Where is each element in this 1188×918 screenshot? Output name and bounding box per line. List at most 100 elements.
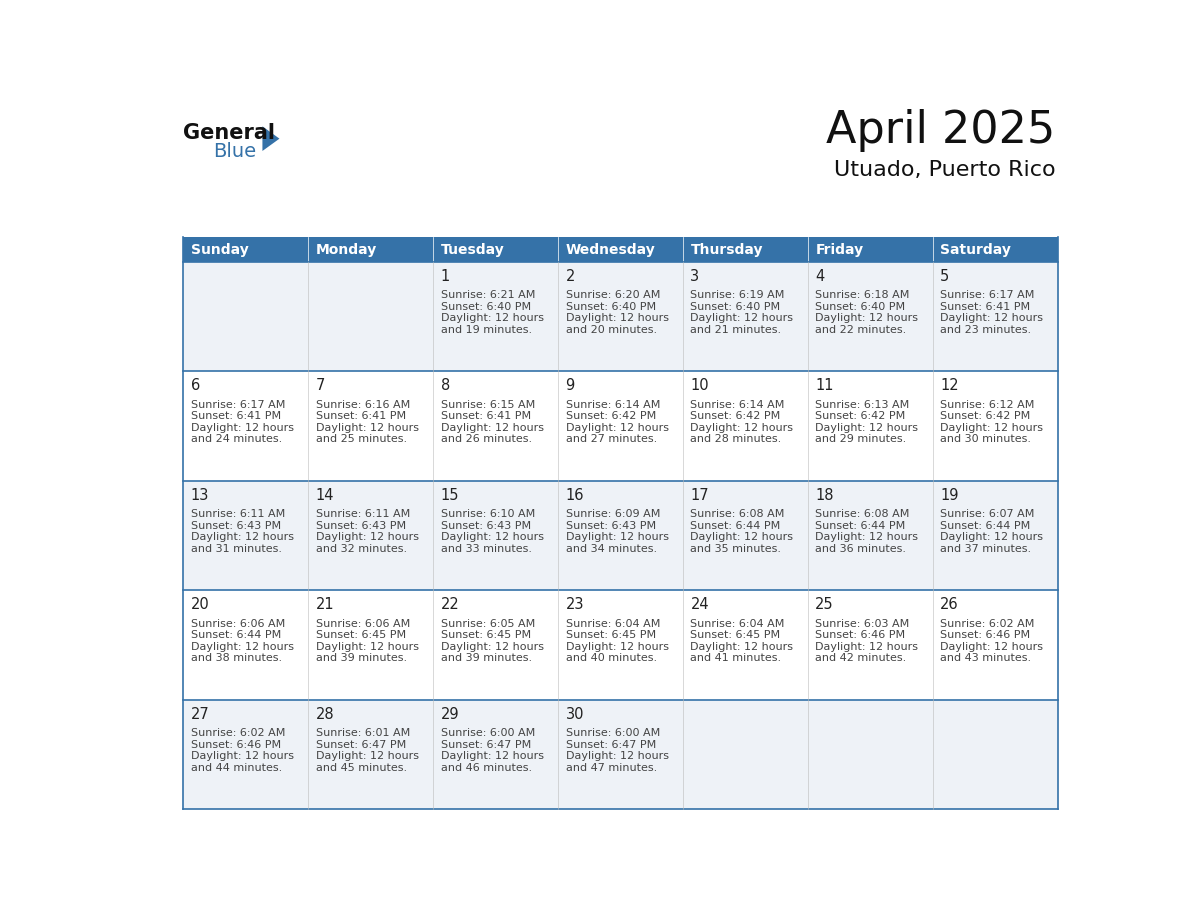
Text: Sunrise: 6:17 AM: Sunrise: 6:17 AM [191, 400, 285, 409]
Text: and 47 minutes.: and 47 minutes. [565, 763, 657, 773]
Bar [558, 237, 683, 262]
Text: 27: 27 [191, 707, 209, 722]
Text: 6: 6 [191, 378, 200, 393]
Text: and 43 minutes.: and 43 minutes. [940, 653, 1031, 663]
Bar [683, 700, 808, 810]
Text: Sunset: 6:47 PM: Sunset: 6:47 PM [565, 740, 656, 750]
Bar [183, 262, 308, 372]
Text: Sunrise: 6:15 AM: Sunrise: 6:15 AM [441, 400, 535, 409]
Bar [558, 700, 683, 810]
Text: and 42 minutes.: and 42 minutes. [815, 653, 906, 663]
Bar [308, 481, 434, 590]
Bar [434, 590, 558, 700]
Text: Sunset: 6:45 PM: Sunset: 6:45 PM [690, 631, 781, 640]
Text: Daylight: 12 hours: Daylight: 12 hours [690, 642, 794, 652]
Text: and 35 minutes.: and 35 minutes. [690, 543, 782, 554]
Text: Sunrise: 6:08 AM: Sunrise: 6:08 AM [690, 509, 785, 520]
Text: Sunset: 6:46 PM: Sunset: 6:46 PM [940, 631, 1030, 640]
Bar [808, 590, 933, 700]
Text: Daylight: 12 hours: Daylight: 12 hours [940, 422, 1043, 432]
Bar [558, 372, 683, 481]
Bar [933, 700, 1057, 810]
Text: 16: 16 [565, 487, 584, 503]
Bar [683, 481, 808, 590]
Text: and 39 minutes.: and 39 minutes. [316, 653, 406, 663]
Text: Sunrise: 6:05 AM: Sunrise: 6:05 AM [441, 619, 535, 629]
Text: 9: 9 [565, 378, 575, 393]
Text: Daylight: 12 hours: Daylight: 12 hours [940, 532, 1043, 543]
Text: Sunrise: 6:03 AM: Sunrise: 6:03 AM [815, 619, 910, 629]
Text: Daylight: 12 hours: Daylight: 12 hours [690, 313, 794, 323]
Text: Sunrise: 6:13 AM: Sunrise: 6:13 AM [815, 400, 910, 409]
Bar [434, 481, 558, 590]
Text: and 39 minutes.: and 39 minutes. [441, 653, 532, 663]
Text: and 24 minutes.: and 24 minutes. [191, 434, 282, 444]
Bar [933, 590, 1057, 700]
Text: Daylight: 12 hours: Daylight: 12 hours [690, 532, 794, 543]
Text: Sunrise: 6:14 AM: Sunrise: 6:14 AM [565, 400, 659, 409]
Text: 3: 3 [690, 269, 700, 284]
Text: Sunset: 6:45 PM: Sunset: 6:45 PM [565, 631, 656, 640]
Text: Sunset: 6:41 PM: Sunset: 6:41 PM [316, 411, 406, 421]
Text: Monday: Monday [316, 242, 377, 256]
Text: 5: 5 [940, 269, 949, 284]
Bar [434, 237, 558, 262]
Text: Sunrise: 6:04 AM: Sunrise: 6:04 AM [565, 619, 659, 629]
Bar [808, 372, 933, 481]
Text: Daylight: 12 hours: Daylight: 12 hours [565, 532, 669, 543]
Text: and 30 minutes.: and 30 minutes. [940, 434, 1031, 444]
Bar [183, 700, 308, 810]
Text: Sunset: 6:46 PM: Sunset: 6:46 PM [815, 631, 905, 640]
Text: 18: 18 [815, 487, 834, 503]
Text: Utuado, Puerto Rico: Utuado, Puerto Rico [834, 160, 1055, 180]
Text: Daylight: 12 hours: Daylight: 12 hours [441, 532, 544, 543]
Text: Sunrise: 6:00 AM: Sunrise: 6:00 AM [565, 728, 659, 738]
Text: Sunset: 6:45 PM: Sunset: 6:45 PM [316, 631, 406, 640]
Text: and 46 minutes.: and 46 minutes. [441, 763, 532, 773]
Text: Daylight: 12 hours: Daylight: 12 hours [441, 422, 544, 432]
Text: 30: 30 [565, 707, 584, 722]
Text: Sunset: 6:43 PM: Sunset: 6:43 PM [565, 521, 656, 531]
Text: Sunset: 6:45 PM: Sunset: 6:45 PM [441, 631, 531, 640]
Text: and 40 minutes.: and 40 minutes. [565, 653, 657, 663]
Text: Daylight: 12 hours: Daylight: 12 hours [316, 422, 418, 432]
Text: Sunset: 6:47 PM: Sunset: 6:47 PM [441, 740, 531, 750]
Text: Daylight: 12 hours: Daylight: 12 hours [191, 642, 293, 652]
Text: and 34 minutes.: and 34 minutes. [565, 543, 657, 554]
Text: Sunset: 6:40 PM: Sunset: 6:40 PM [441, 302, 531, 312]
Text: Blue: Blue [213, 142, 255, 162]
Bar [183, 237, 308, 262]
Text: and 36 minutes.: and 36 minutes. [815, 543, 906, 554]
Text: 15: 15 [441, 487, 459, 503]
Text: Sunrise: 6:12 AM: Sunrise: 6:12 AM [940, 400, 1035, 409]
Text: 25: 25 [815, 598, 834, 612]
Text: 26: 26 [940, 598, 959, 612]
Bar [434, 372, 558, 481]
Bar [308, 590, 434, 700]
Text: 8: 8 [441, 378, 450, 393]
Bar [558, 481, 683, 590]
Bar [808, 237, 933, 262]
Text: Daylight: 12 hours: Daylight: 12 hours [441, 313, 544, 323]
Text: Thursday: Thursday [690, 242, 763, 256]
Text: and 23 minutes.: and 23 minutes. [940, 325, 1031, 334]
Text: 28: 28 [316, 707, 334, 722]
Bar [683, 590, 808, 700]
Text: Sunset: 6:40 PM: Sunset: 6:40 PM [815, 302, 905, 312]
Text: Sunrise: 6:07 AM: Sunrise: 6:07 AM [940, 509, 1035, 520]
Text: Daylight: 12 hours: Daylight: 12 hours [815, 422, 918, 432]
Text: Daylight: 12 hours: Daylight: 12 hours [441, 642, 544, 652]
Text: Daylight: 12 hours: Daylight: 12 hours [815, 532, 918, 543]
Bar [308, 262, 434, 372]
Bar [558, 590, 683, 700]
Text: 22: 22 [441, 598, 460, 612]
Text: and 22 minutes.: and 22 minutes. [815, 325, 906, 334]
Text: 14: 14 [316, 487, 334, 503]
Text: 23: 23 [565, 598, 584, 612]
Bar [933, 372, 1057, 481]
Text: Sunrise: 6:16 AM: Sunrise: 6:16 AM [316, 400, 410, 409]
Text: 11: 11 [815, 378, 834, 393]
Bar [933, 262, 1057, 372]
Text: Sunrise: 6:17 AM: Sunrise: 6:17 AM [940, 290, 1035, 300]
Text: Wednesday: Wednesday [565, 242, 656, 256]
